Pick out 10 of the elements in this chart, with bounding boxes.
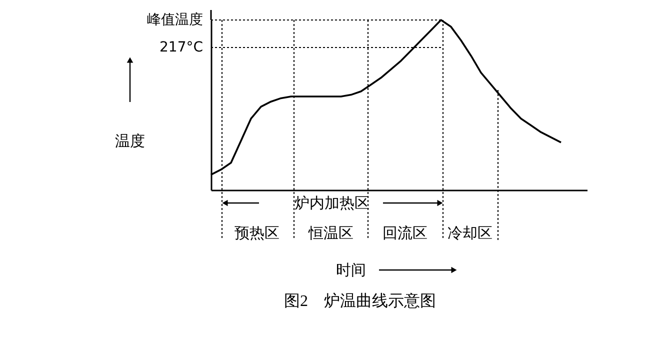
text: 回流区 — [382, 224, 428, 242]
text: 恒温区 — [308, 224, 354, 242]
text: 图2 炉温曲线示意图 — [284, 292, 436, 310]
text: 预热区 — [234, 224, 280, 242]
ref-line-label: 峰值温度 — [147, 12, 203, 28]
text: 冷却区 — [448, 224, 492, 242]
text: 炉内加热区 — [294, 194, 370, 212]
x-axis-title: 时间 — [336, 261, 366, 279]
ref-line-label: 217°C — [160, 40, 204, 56]
y-axis-title: 温度 — [115, 132, 145, 150]
